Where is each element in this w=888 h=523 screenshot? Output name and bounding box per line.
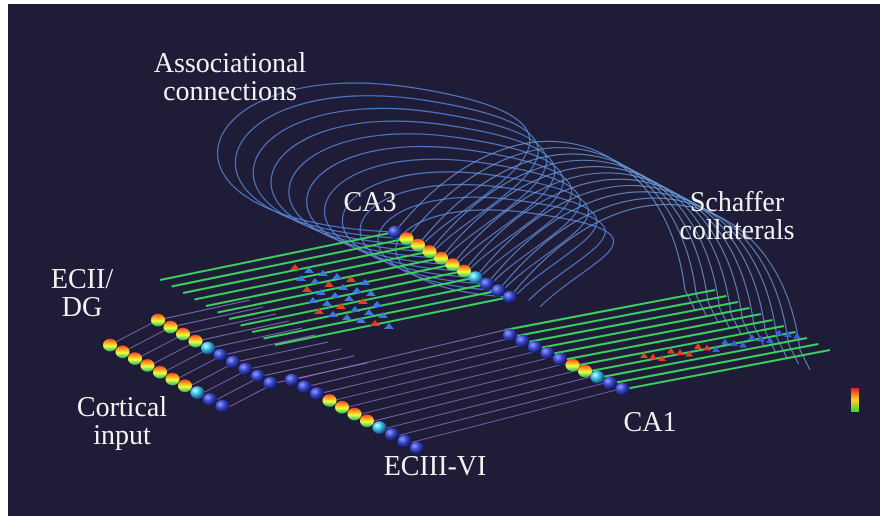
neuron [153, 366, 167, 379]
neuron [189, 335, 203, 348]
figure: Associationalconnections CA3 Schaffercolla… [0, 0, 888, 523]
neuron [591, 371, 605, 384]
neuron [201, 342, 215, 355]
neuron [116, 346, 130, 359]
neuron [360, 415, 374, 428]
neuron [503, 291, 517, 304]
neuron [128, 352, 142, 365]
neuron [176, 328, 190, 341]
neuron [516, 335, 530, 348]
neuron [151, 314, 165, 327]
neuron [503, 329, 517, 342]
neuron [141, 359, 155, 372]
neuron [578, 365, 592, 378]
neuron [528, 341, 542, 354]
neuron [226, 356, 240, 369]
neuron [103, 339, 117, 352]
label: CA1 [624, 407, 677, 438]
neuron [373, 421, 387, 434]
neuron [166, 373, 180, 386]
neuron [616, 383, 630, 396]
neuron [348, 408, 362, 421]
label: Associational [154, 48, 307, 79]
neuron [178, 380, 192, 393]
neuron [541, 347, 555, 360]
neuron [323, 394, 337, 407]
label: connections [163, 76, 297, 107]
neuron [310, 387, 324, 400]
neuron [385, 428, 399, 441]
neuron [566, 359, 580, 372]
label: CA3 [344, 187, 397, 218]
label: Schaffer [690, 187, 785, 218]
label: input [93, 420, 151, 451]
neuron [285, 374, 299, 387]
color-bar [851, 388, 859, 412]
label: ECIII-VI [384, 451, 487, 482]
label: collaterals [679, 215, 794, 246]
neuron [191, 386, 205, 399]
neuron [214, 349, 228, 362]
label: ECII/ [51, 264, 113, 295]
neuron [553, 353, 567, 366]
neuron [239, 363, 253, 376]
neuron [603, 377, 617, 390]
neuron [251, 370, 265, 383]
neuron [398, 435, 412, 448]
neuron [216, 400, 230, 413]
neuron [335, 401, 349, 414]
neuron [203, 393, 217, 406]
neuron [264, 377, 278, 390]
neuron [298, 381, 312, 394]
label: DG [62, 292, 102, 323]
neuron [164, 321, 178, 334]
label: Cortical [77, 392, 167, 423]
